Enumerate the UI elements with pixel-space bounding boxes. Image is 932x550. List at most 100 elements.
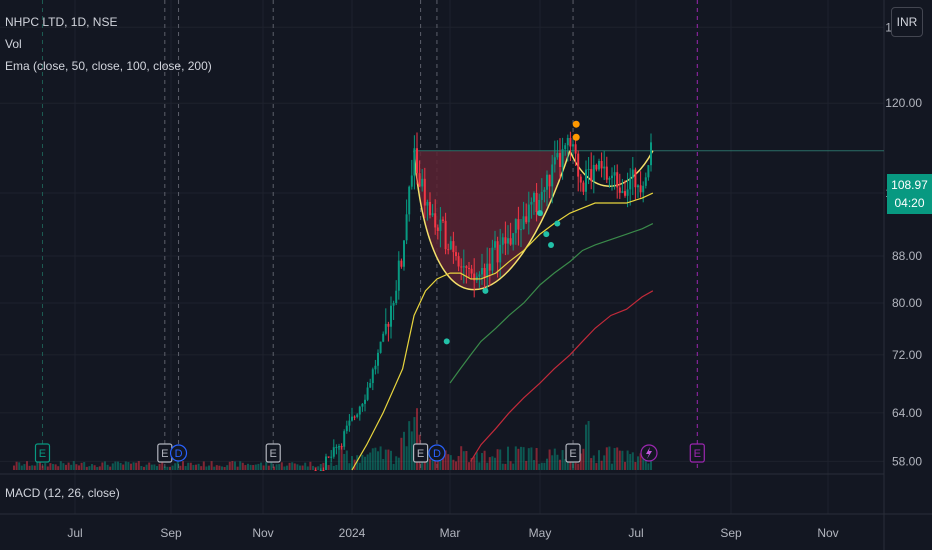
- volume-bar: [535, 447, 538, 470]
- volume-bar: [608, 446, 611, 470]
- volume-bar: [85, 466, 88, 470]
- volume-bar: [410, 431, 413, 470]
- candle-body: [624, 191, 626, 196]
- volume-bar: [553, 448, 556, 470]
- time-tick-label: Mar: [440, 526, 461, 540]
- volume-bar: [397, 457, 400, 470]
- volume-bars: [13, 408, 652, 470]
- candle-body: [338, 446, 340, 448]
- candle-body: [650, 142, 652, 166]
- lightning-icon: [646, 447, 652, 459]
- volume-bar: [449, 455, 452, 470]
- volume-bar: [335, 464, 338, 470]
- volume-bar: [262, 465, 265, 470]
- high-dot: [572, 120, 580, 128]
- earnings-marker: [265, 443, 281, 463]
- time-tick-label: Nov: [817, 526, 838, 540]
- volume-bar: [278, 464, 281, 470]
- candle-body: [387, 323, 390, 327]
- volume-bar: [522, 447, 525, 470]
- candle-body: [358, 406, 361, 415]
- volume-bar: [460, 446, 463, 470]
- volume-bar: [54, 464, 57, 470]
- volume-bar: [226, 465, 229, 470]
- volume-bar: [83, 462, 86, 470]
- volume-bar: [288, 462, 291, 470]
- candle-body: [343, 431, 346, 447]
- volume-bar: [156, 466, 158, 470]
- volume-bar: [65, 464, 67, 470]
- volume-legend[interactable]: Vol: [5, 37, 22, 51]
- volume-bar: [556, 454, 559, 470]
- volume-bar: [244, 465, 247, 470]
- volume-bar: [174, 463, 177, 470]
- candle-body: [561, 149, 564, 167]
- volume-bar: [400, 437, 403, 470]
- time-tick-label: Jul: [67, 526, 82, 540]
- volume-bar: [62, 463, 65, 470]
- candle-body: [457, 256, 460, 267]
- volume-bar: [379, 446, 382, 470]
- volume-bar: [122, 464, 125, 470]
- volume-bar: [218, 465, 221, 470]
- volume-bar: [18, 462, 21, 470]
- candle-body: [364, 399, 366, 404]
- volume-bar: [332, 465, 335, 470]
- volume-bar: [127, 462, 130, 470]
- volume-bar: [223, 466, 226, 470]
- volume-bar: [624, 461, 626, 470]
- volume-bar: [59, 461, 62, 470]
- earnings-marker: [34, 443, 51, 463]
- volume-bar: [286, 465, 288, 470]
- candle-body: [585, 169, 587, 192]
- macd-legend[interactable]: MACD (12, 26, close): [5, 486, 120, 500]
- ema-legend[interactable]: Ema (close, 50, close, 100, close, 200): [5, 59, 212, 73]
- volume-bar: [88, 466, 91, 470]
- volume-bar: [579, 453, 582, 470]
- volume-bar: [158, 463, 161, 470]
- candle-body: [566, 137, 569, 146]
- volume-bar: [163, 466, 166, 470]
- volume-bar: [330, 462, 333, 470]
- candle-body: [572, 144, 574, 147]
- volume-bar: [392, 463, 395, 470]
- volume-bar: [189, 462, 192, 470]
- volume-bar: [161, 462, 164, 470]
- symbol-legend[interactable]: NHPC LTD, 1D, NSE: [5, 15, 118, 29]
- dividend-marker: [428, 444, 446, 462]
- volume-bar: [109, 466, 112, 470]
- volume-bar: [650, 459, 652, 470]
- volume-bar: [327, 465, 330, 470]
- candle-body: [527, 204, 530, 223]
- volume-bar: [210, 461, 213, 470]
- volume-bar: [543, 462, 546, 470]
- time-tick-label: Sep: [720, 526, 742, 540]
- volume-bar: [421, 461, 424, 470]
- candle-body: [642, 185, 645, 193]
- volume-bar: [600, 460, 603, 470]
- volume-bar: [44, 463, 47, 470]
- candle-body: [423, 178, 426, 206]
- volume-bar: [28, 465, 31, 470]
- volume-bar: [517, 448, 520, 470]
- candle-body: [540, 191, 543, 200]
- volume-bar: [208, 465, 210, 470]
- ema-line: [470, 290, 654, 462]
- candle-body: [377, 352, 379, 366]
- volume-bar: [434, 459, 437, 470]
- candle-body: [369, 383, 372, 388]
- signal-dot: [443, 338, 450, 345]
- volume-bar: [299, 465, 301, 470]
- volume-bar: [67, 462, 70, 470]
- volume-bar: [200, 466, 203, 470]
- volume-bar: [239, 461, 242, 470]
- volume-bar: [39, 461, 41, 470]
- candle-body: [481, 268, 483, 275]
- volume-bar: [561, 450, 564, 470]
- volume-bar: [137, 461, 140, 470]
- volume-bar: [260, 462, 262, 470]
- currency-button[interactable]: INR: [891, 7, 923, 37]
- volume-bar: [616, 447, 619, 470]
